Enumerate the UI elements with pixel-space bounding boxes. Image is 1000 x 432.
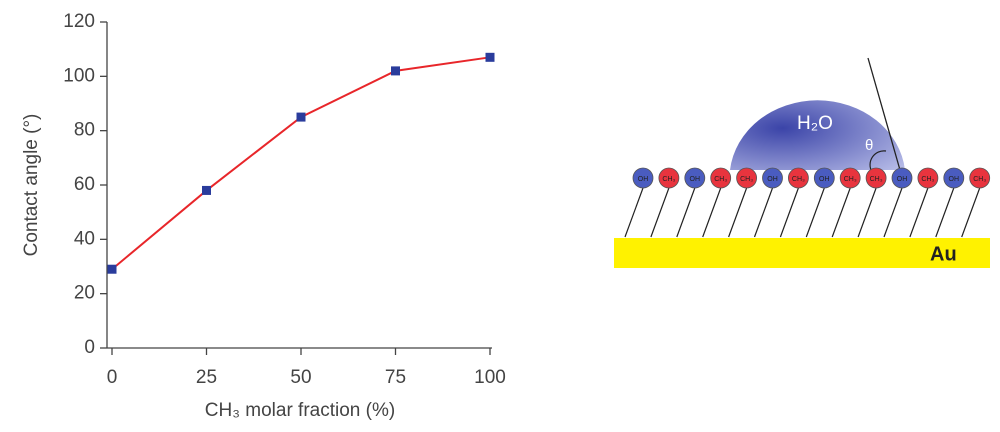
- headgroup: [839, 167, 861, 189]
- headgroup: [762, 167, 783, 189]
- headgroup: [813, 167, 835, 189]
- chain: [883, 187, 903, 238]
- headgroup: [632, 167, 654, 189]
- headgroup-label: OH: [949, 176, 960, 183]
- headgroup-label: CH₃: [921, 176, 934, 183]
- tangent-line: [867, 57, 901, 171]
- diagram: H₂O θ Au OH CH₃ OH CH₃ CH₃ OH CH₃ OH CH₃ CH₃ OH CH₃…: [614, 57, 991, 268]
- headgroup: [736, 167, 757, 189]
- chain: [753, 187, 774, 238]
- y-tick-label: 40: [74, 228, 95, 249]
- chain: [935, 187, 955, 238]
- headgroup: [684, 167, 706, 189]
- x-tick-label: 0: [107, 367, 118, 388]
- water-drop: [730, 100, 905, 170]
- headgroup-label: OH: [638, 176, 649, 183]
- y-tick-label: 120: [63, 11, 95, 32]
- drop-label: H₂O: [797, 113, 833, 134]
- headgroup: [891, 167, 913, 189]
- x-tick-label: 25: [196, 367, 217, 388]
- y-tick-label: 80: [74, 120, 95, 141]
- headgroup-label: OH: [819, 176, 830, 183]
- headgroup-label: CH₃: [714, 176, 727, 183]
- angle-arc: [869, 150, 887, 173]
- y-tick-label: 20: [74, 283, 95, 304]
- headgroup: [865, 167, 887, 189]
- gold-substrate: [614, 238, 990, 268]
- data-point: [485, 52, 495, 62]
- plot: 0 20 40 60 80 100 120 0 25 50 75 100: [63, 11, 506, 388]
- headgroup: [943, 167, 965, 189]
- y-tick-label: 0: [84, 337, 95, 358]
- y-tick-label: 100: [63, 65, 95, 86]
- chain: [857, 187, 877, 238]
- chain: [909, 187, 929, 238]
- chain: [702, 187, 722, 238]
- headgroup: [658, 167, 680, 189]
- y-tick-label: 60: [74, 174, 95, 195]
- data-point: [107, 264, 117, 274]
- headgroup-label: CH₃: [740, 176, 753, 183]
- x-tick-label: 100: [474, 367, 506, 388]
- chain: [624, 187, 644, 238]
- data-point: [296, 112, 306, 122]
- x-tick-label: 50: [290, 367, 311, 388]
- chain: [961, 187, 981, 238]
- chain: [779, 187, 799, 238]
- chain: [831, 187, 851, 238]
- angle-label: θ: [865, 137, 873, 154]
- headgroup-label: OH: [897, 176, 908, 183]
- headgroup-label: CH₃: [662, 176, 675, 183]
- headgroup: [969, 167, 991, 189]
- headgroup-label: CH₃: [870, 176, 883, 183]
- chain: [676, 187, 696, 238]
- headgroup-label: OH: [767, 176, 778, 183]
- data-point: [202, 185, 211, 195]
- headgroup-label: CH₃: [792, 176, 805, 183]
- headgroup-label: CH₃: [973, 176, 986, 183]
- substrate-label: Au: [930, 243, 957, 265]
- x-tick-label: 75: [385, 367, 406, 388]
- headgroup: [917, 167, 939, 189]
- x-axis-label: CH₃ molar fraction (%): [205, 400, 395, 421]
- y-axis-label: Contact angle (°): [21, 114, 42, 257]
- headgroup-label: CH₃: [844, 176, 857, 183]
- chain: [728, 187, 748, 238]
- chain: [805, 187, 825, 238]
- chain: [650, 187, 670, 238]
- headgroup-label: OH: [690, 176, 701, 183]
- headgroup: [788, 167, 809, 189]
- data-line: [111, 56, 491, 270]
- data-point: [391, 66, 400, 76]
- headgroup: [710, 167, 732, 189]
